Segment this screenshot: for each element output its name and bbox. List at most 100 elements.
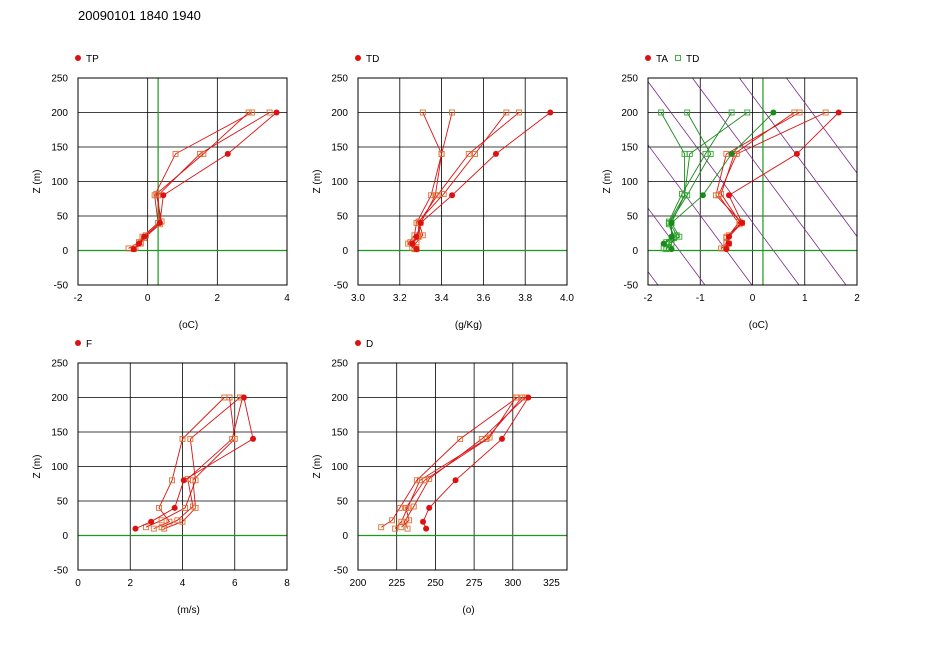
- x-tick-label: 3.2: [393, 293, 407, 304]
- data-point: [658, 109, 665, 116]
- x-tick-label: -1: [696, 293, 705, 304]
- series-line: [720, 112, 795, 248]
- data-point: [200, 150, 207, 157]
- data-point: [221, 394, 228, 401]
- data-point: [160, 192, 167, 199]
- y-axis-label: Z (m): [312, 455, 323, 479]
- data-point: [728, 150, 735, 157]
- x-tick-label: 3.8: [518, 293, 532, 304]
- x-tick-label: 2: [854, 293, 860, 304]
- plot-frame: [357, 77, 568, 286]
- x-tick-label: 325: [543, 578, 560, 589]
- panel-td: 3.0 3.2 3.4 3.6 3.8 4.0 -50 0 50 100 150 200 250 (g/K…: [312, 54, 574, 331]
- data-point: [378, 524, 385, 531]
- y-tick-label: 100: [621, 177, 638, 188]
- series-line: [411, 112, 551, 250]
- panel-f: 0 2 4 6 8 -50 0 50 100 150 200 250 (m/s) Z (m) F: [32, 339, 290, 616]
- data-point: [822, 109, 829, 116]
- y-tick-label: 250: [331, 74, 348, 85]
- data-point: [725, 192, 732, 199]
- y-tick-label: 50: [337, 212, 349, 223]
- data-point: [438, 150, 445, 157]
- y-tick-label: 100: [331, 462, 348, 473]
- data-point: [449, 109, 455, 116]
- data-point: [174, 517, 181, 524]
- data-point: [421, 477, 428, 484]
- data-point: [419, 232, 426, 239]
- data-point: [158, 524, 165, 531]
- data-point: [525, 394, 532, 401]
- data-point: [413, 246, 420, 253]
- y-tick-label: 100: [331, 177, 348, 188]
- data-point: [224, 150, 231, 157]
- panel-d: 200 225 250 275 300 325 -50 0 50 100 150 200 250 (o) Z…: [312, 339, 568, 616]
- x-tick-label: 0: [75, 578, 81, 589]
- data-point: [172, 150, 179, 157]
- data-point: [187, 435, 194, 442]
- legend-marker: [75, 55, 81, 61]
- legend-marker: [355, 55, 361, 61]
- x-tick-label: 4: [180, 578, 186, 589]
- data-point: [389, 517, 396, 524]
- x-tick-label: 225: [388, 578, 405, 589]
- data-point: [770, 109, 777, 116]
- data-point: [668, 233, 675, 240]
- data-point: [158, 517, 165, 524]
- y-tick-label: 50: [57, 497, 69, 508]
- dry-adiabat-line: [739, 78, 857, 238]
- data-point: [404, 525, 411, 532]
- y-tick-label: -50: [334, 281, 349, 292]
- y-tick-label: 100: [51, 462, 68, 473]
- y-tick-label: 0: [62, 246, 68, 257]
- data-point: [273, 109, 280, 116]
- data-point: [192, 477, 199, 484]
- data-point: [398, 518, 405, 525]
- y-tick-label: 150: [331, 428, 348, 439]
- legend-marker: [355, 340, 361, 346]
- legend-label: TD: [366, 54, 379, 65]
- x-tick-label: 275: [466, 578, 483, 589]
- y-tick-label: 0: [342, 246, 348, 257]
- data-point: [396, 504, 403, 511]
- data-point: [725, 240, 732, 247]
- y-tick-label: 200: [331, 393, 348, 404]
- y-tick-label: -50: [54, 566, 69, 577]
- series-line: [403, 397, 526, 529]
- x-axis-label: (oC): [749, 320, 768, 331]
- legend-label: F: [86, 339, 92, 350]
- data-point: [135, 240, 142, 247]
- x-tick-label: 300: [504, 578, 521, 589]
- data-point: [410, 503, 417, 510]
- data-point: [189, 503, 196, 510]
- data-point: [240, 394, 247, 401]
- data-point: [419, 109, 426, 116]
- x-tick-label: -2: [74, 293, 83, 304]
- data-point: [686, 150, 693, 157]
- x-tick-label: 3.4: [435, 293, 449, 304]
- data-point: [413, 233, 420, 240]
- data-point: [245, 109, 252, 116]
- data-point: [179, 435, 186, 442]
- data-point: [452, 477, 459, 484]
- data-point: [142, 524, 149, 531]
- data-point: [744, 109, 751, 116]
- series-line: [401, 397, 517, 528]
- data-point: [498, 435, 505, 442]
- series-line: [715, 112, 800, 249]
- data-point: [417, 219, 424, 226]
- data-point: [492, 150, 499, 157]
- y-tick-label: 150: [51, 143, 68, 154]
- legend-label: D: [366, 339, 373, 350]
- data-point: [728, 109, 735, 116]
- legend-marker: [675, 55, 681, 61]
- y-tick-label: 250: [51, 359, 68, 370]
- series-line: [411, 112, 507, 249]
- y-axis-label: Z (m): [32, 170, 43, 194]
- data-point: [465, 150, 472, 157]
- plot-frame: [77, 362, 288, 571]
- data-point: [660, 240, 667, 247]
- data-point: [684, 109, 691, 116]
- plot-frame: [357, 362, 568, 571]
- data-point: [266, 109, 273, 116]
- data-point: [130, 246, 137, 253]
